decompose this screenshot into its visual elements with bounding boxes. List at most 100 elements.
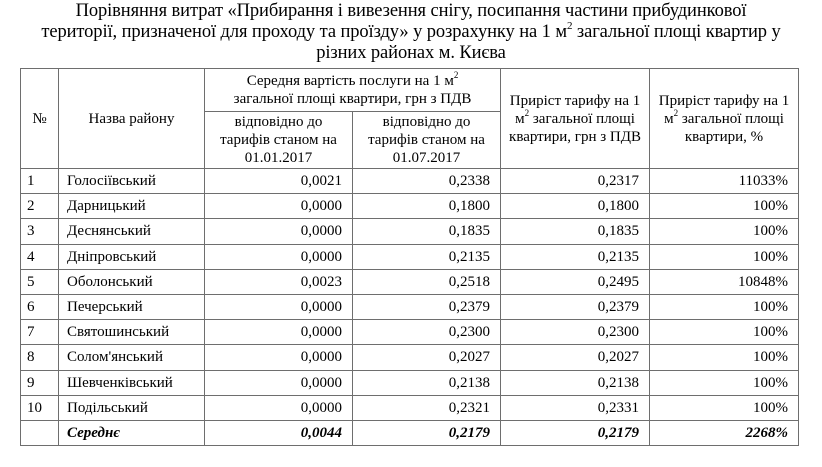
header-tariff-2017-07: відповідно до тарифів станом на 01.07.20… xyxy=(351,111,502,169)
row-number: 4 xyxy=(20,243,59,270)
row-number: 1 xyxy=(20,167,59,195)
district-name: Оболонський xyxy=(58,268,205,295)
row-number: 6 xyxy=(20,293,59,321)
header-average-cost-text-end: загальної площі квартири, грн з ПДВ xyxy=(233,91,472,107)
cost-2017-07: 0,2179 xyxy=(351,419,502,447)
cost-2017-07: 0,2379 xyxy=(351,293,502,321)
growth-uah: 0,2300 xyxy=(500,319,651,346)
title-line-2-text: території, призначеної для проходу та пр… xyxy=(41,22,567,42)
growth-percent: 100% xyxy=(649,369,800,396)
cost-2017-01: 0,0000 xyxy=(204,394,353,421)
row-number: 3 xyxy=(20,218,59,245)
growth-uah: 0,2027 xyxy=(500,344,651,371)
title-superscript: 2 xyxy=(566,19,573,32)
cost-2017-07: 0,2135 xyxy=(351,243,502,270)
cost-2017-07: 0,2338 xyxy=(351,167,502,195)
cost-comparison-table: № Назва району Середня вартість послуги … xyxy=(20,68,800,447)
growth-percent: 100% xyxy=(649,193,800,220)
district-name: Дніпровський xyxy=(58,243,205,270)
title-line-1: Порівняння витрат «Прибирання і вивезенн… xyxy=(75,1,747,21)
growth-percent: 100% xyxy=(649,344,800,371)
growth-uah: 0,2138 xyxy=(500,369,651,396)
header-average-cost-text: Середня вартість послуги на 1 м xyxy=(246,73,454,89)
cost-2017-07: 0,1800 xyxy=(351,193,502,220)
row-number: 5 xyxy=(20,268,59,295)
cost-2017-01: 0,0021 xyxy=(204,167,353,195)
title-line-3: різних районах м. Києва xyxy=(316,43,506,63)
growth-uah: 0,2331 xyxy=(500,394,651,421)
cost-2017-07: 0,2138 xyxy=(351,369,502,396)
growth-uah: 0,1835 xyxy=(500,218,651,245)
cost-2017-01: 0,0000 xyxy=(204,193,353,220)
growth-uah: 0,2179 xyxy=(500,419,651,447)
document-title: Порівняння витрат «Прибирання і вивезенн… xyxy=(0,1,822,64)
table-row: 3 Деснянський 0,0000 0,1835 0,1835 100% xyxy=(20,218,800,245)
district-name: Голосіївський xyxy=(58,167,205,195)
header-growth-pct-text-end: загальної площі квартири, % xyxy=(678,110,784,145)
header-superscript: 2 xyxy=(524,107,530,118)
header-district: Назва району xyxy=(58,68,205,169)
growth-percent: 10848% xyxy=(649,268,800,295)
header-superscript: 2 xyxy=(673,107,679,118)
cost-2017-01: 0,0023 xyxy=(204,268,353,295)
district-name: Середнє xyxy=(58,419,205,447)
growth-percent: 2268% xyxy=(649,419,800,447)
cost-2017-07: 0,2518 xyxy=(351,268,502,295)
header-tariff-2017-01: відповідно до тарифів станом на 01.01.20… xyxy=(204,111,353,169)
district-name: Деснянський xyxy=(58,218,205,245)
header-average-cost: Середня вартість послуги на 1 м2 загально… xyxy=(203,68,502,112)
title-line-2-text-end: загальної площі квартир у xyxy=(572,22,781,42)
row-number: 10 xyxy=(20,394,59,421)
district-name: Солом'янський xyxy=(58,344,205,371)
cost-2017-07: 0,2321 xyxy=(351,394,502,421)
table-row: 7 Святошинський 0,0000 0,2300 0,2300 100% xyxy=(20,319,800,346)
cost-2017-01: 0,0000 xyxy=(204,243,353,270)
table-row: 4 Дніпровський 0,0000 0,2135 0,2135 100% xyxy=(20,243,800,270)
header-growth-uah: Приріст тарифу на 1 м2 загальної площі к… xyxy=(500,68,651,169)
table-row: 10 Подільський 0,0000 0,2321 0,2331 100% xyxy=(20,394,800,421)
row-number: 7 xyxy=(20,319,59,346)
header-growth-uah-text-end: загальної площі квартири, грн з ПДВ xyxy=(509,110,641,145)
table-row: 8 Солом'янський 0,0000 0,2027 0,2027 100% xyxy=(20,344,800,371)
growth-percent: 100% xyxy=(649,319,800,346)
growth-percent: 11033% xyxy=(649,167,800,195)
growth-percent: 100% xyxy=(649,293,800,321)
table-row: 1 Голосіївський 0,0021 0,2338 0,2317 11033% xyxy=(20,167,800,195)
row-number: 2 xyxy=(20,193,59,220)
row-number: 8 xyxy=(20,344,59,371)
table-row: 5 Оболонський 0,0023 0,2518 0,2495 10848% xyxy=(20,268,800,295)
growth-percent: 100% xyxy=(649,394,800,421)
header-number: № xyxy=(20,68,59,169)
table-row: 6 Печерський 0,0000 0,2379 0,2379 100% xyxy=(20,293,800,321)
district-name: Дарницький xyxy=(58,193,205,220)
header-growth-percent: Приріст тарифу на 1 м2 загальної площі к… xyxy=(649,68,800,169)
cost-2017-07: 0,2027 xyxy=(351,344,502,371)
district-name: Шевченківський xyxy=(58,369,205,396)
growth-percent: 100% xyxy=(649,218,800,245)
district-name: Подільський xyxy=(58,394,205,421)
cost-2017-07: 0,1835 xyxy=(351,218,502,245)
table-row: 9 Шевченківський 0,0000 0,2138 0,2138 100% xyxy=(20,369,800,396)
row-number xyxy=(20,419,59,447)
cost-2017-01: 0,0000 xyxy=(204,369,353,396)
title-line-2: території, призначеної для проходу та пр… xyxy=(0,19,822,43)
cost-2017-01: 0,0000 xyxy=(204,319,353,346)
cost-2017-01: 0,0000 xyxy=(204,293,353,321)
district-name: Печерський xyxy=(58,293,205,321)
row-number: 9 xyxy=(20,369,59,396)
header-growth-uah-text: Приріст тарифу на 1 м xyxy=(509,92,641,127)
growth-uah: 0,2495 xyxy=(500,268,651,295)
table-row: 2 Дарницький 0,0000 0,1800 0,1800 100% xyxy=(20,193,800,220)
cost-2017-01: 0,0000 xyxy=(204,344,353,371)
growth-percent: 100% xyxy=(649,243,800,270)
cost-2017-07: 0,2300 xyxy=(351,319,502,346)
growth-uah: 0,2317 xyxy=(500,167,651,195)
header-superscript: 2 xyxy=(453,70,459,80)
cost-2017-01: 0,0044 xyxy=(204,419,353,447)
header-growth-pct-text: Приріст тарифу на 1 м xyxy=(658,92,790,127)
growth-uah: 0,2379 xyxy=(500,293,651,321)
growth-uah: 0,1800 xyxy=(500,193,651,220)
average-row: Середнє 0,0044 0,2179 0,2179 2268% xyxy=(20,419,800,447)
cost-2017-01: 0,0000 xyxy=(204,218,353,245)
district-name: Святошинський xyxy=(58,319,205,346)
